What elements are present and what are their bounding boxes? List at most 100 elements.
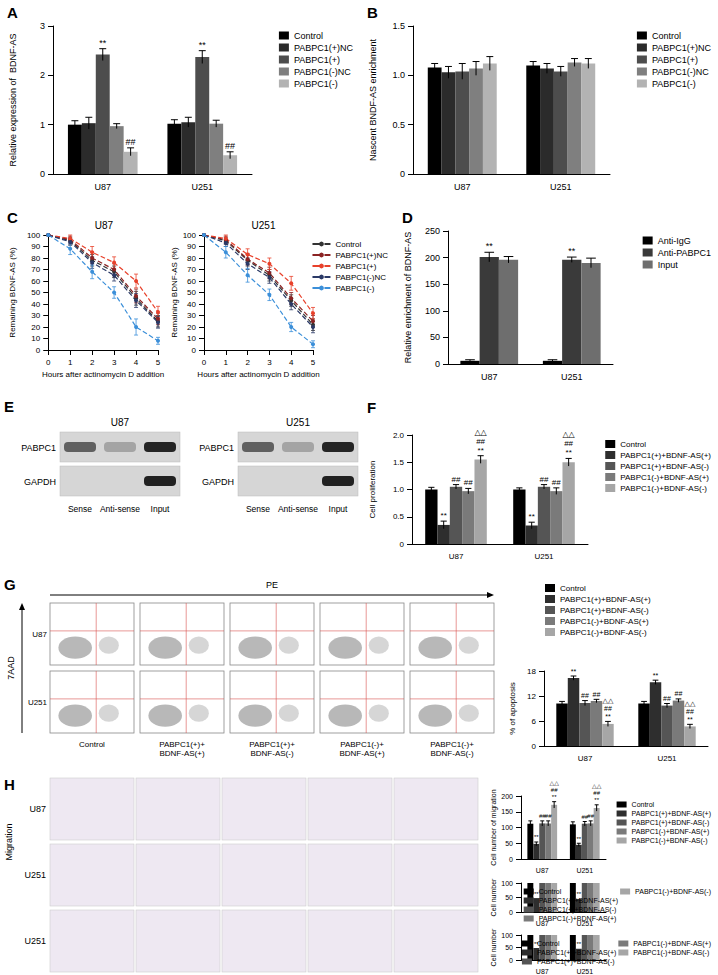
svg-text:PABPC1(+): PABPC1(+)	[652, 55, 698, 65]
svg-text:Cell number: Cell number	[490, 878, 497, 916]
svg-text:PABPC1(-)+BDNF-AS(-): PABPC1(-)+BDNF-AS(-)	[633, 949, 709, 957]
svg-text:PE: PE	[266, 580, 278, 590]
svg-text:30: 30	[31, 311, 40, 320]
svg-text:1: 1	[224, 358, 229, 367]
svg-text:60: 60	[31, 277, 40, 286]
svg-text:B: B	[367, 4, 378, 21]
svg-text:PABPC1(+)+BDNF-AS(-): PABPC1(+)+BDNF-AS(-)	[632, 819, 710, 827]
svg-text:0: 0	[509, 957, 513, 964]
svg-text:0.5: 0.5	[393, 512, 405, 521]
svg-text:U251: U251	[286, 417, 310, 428]
svg-text:Control: Control	[620, 440, 646, 449]
svg-text:**: **	[594, 797, 599, 803]
svg-text:50: 50	[31, 288, 40, 297]
svg-text:U87: U87	[536, 867, 549, 874]
svg-text:##: ##	[225, 141, 235, 151]
svg-text:##: ##	[587, 813, 594, 819]
svg-text:PABPC1(-)+BDNF-AS(-): PABPC1(-)+BDNF-AS(-)	[635, 888, 711, 896]
svg-text:##: ##	[663, 695, 671, 702]
svg-text:0: 0	[46, 358, 51, 367]
svg-text:200: 200	[501, 793, 513, 800]
svg-text:△△: △△	[474, 428, 487, 437]
svg-text:**: **	[99, 38, 107, 48]
svg-text:**: **	[576, 891, 581, 897]
svg-text:PABPC1(-)+BDNF-AS(+): PABPC1(-)+BDNF-AS(+)	[560, 617, 649, 626]
svg-text:0.5: 0.5	[392, 120, 405, 130]
svg-text:F: F	[367, 399, 376, 416]
svg-text:##: ##	[581, 692, 589, 699]
svg-text:Input: Input	[658, 260, 679, 270]
svg-text:Control: Control	[294, 31, 323, 41]
svg-text:100: 100	[27, 231, 41, 240]
svg-text:10: 10	[31, 334, 40, 343]
svg-text:Sense: Sense	[246, 504, 270, 514]
svg-text:**: **	[441, 511, 447, 520]
svg-text:##: ##	[686, 708, 694, 715]
svg-text:**: **	[576, 941, 581, 947]
svg-text:##: ##	[476, 437, 485, 446]
svg-text:70: 70	[187, 265, 196, 274]
svg-text:PABPC1(-)+BDNF-AS(+): PABPC1(-)+BDNF-AS(+)	[539, 915, 617, 923]
svg-text:PABPC1(+)+BDNF-AS(-): PABPC1(+)+BDNF-AS(-)	[539, 906, 617, 914]
svg-text:**: **	[687, 716, 693, 723]
svg-text:12: 12	[527, 692, 536, 701]
svg-text:90: 90	[31, 242, 40, 251]
svg-text:△△: △△	[603, 697, 614, 704]
svg-text:GAPDH: GAPDH	[202, 477, 234, 487]
svg-text:**: **	[653, 672, 659, 679]
svg-text:Control: Control	[335, 240, 361, 249]
svg-text:3: 3	[112, 358, 117, 367]
svg-text:70: 70	[31, 265, 40, 274]
svg-text:7AAD: 7AAD	[6, 656, 16, 680]
svg-text:PABPC1(-)+BDNF-AS(-): PABPC1(-)+BDNF-AS(-)	[430, 740, 474, 758]
svg-text:##: ##	[593, 691, 601, 698]
svg-text:##: ##	[564, 439, 573, 448]
svg-text:**: **	[576, 836, 581, 842]
svg-text:PABPC1(+)+BDNF-AS(+): PABPC1(+)+BDNF-AS(+)	[159, 740, 205, 758]
svg-text:U251: U251	[534, 552, 554, 561]
svg-text:Anti-IgG: Anti-IgG	[658, 236, 691, 246]
svg-text:18: 18	[527, 667, 536, 676]
svg-text:4: 4	[289, 358, 294, 367]
svg-text:Hours after actinomycin D addi: Hours after actinomycin D addition	[197, 370, 319, 379]
svg-text:GAPDH: GAPDH	[24, 477, 56, 487]
svg-text:**: **	[534, 941, 539, 947]
svg-text:Migration: Migration	[4, 823, 14, 860]
svg-text:U87: U87	[449, 552, 464, 561]
svg-text:C: C	[7, 209, 18, 226]
svg-text:PABPC1(-): PABPC1(-)	[335, 284, 374, 293]
svg-text:Remaining BDNF-AS (%): Remaining BDNF-AS (%)	[170, 247, 179, 338]
svg-text:##: ##	[593, 790, 600, 796]
svg-text:PABPC1(-)+BDNF-AS(+): PABPC1(-)+BDNF-AS(+)	[620, 473, 709, 482]
svg-text:1: 1	[68, 358, 73, 367]
svg-text:##: ##	[540, 475, 549, 484]
svg-text:##: ##	[545, 813, 552, 819]
svg-text:2: 2	[245, 358, 250, 367]
svg-text:0: 0	[400, 169, 405, 179]
svg-text:##: ##	[464, 478, 473, 487]
svg-text:U251: U251	[550, 182, 572, 192]
svg-text:U87: U87	[454, 182, 471, 192]
svg-text:PABPC1(+): PABPC1(+)	[294, 55, 340, 65]
svg-text:80: 80	[31, 254, 40, 263]
svg-text:△△: △△	[685, 700, 696, 707]
svg-text:**: **	[552, 794, 557, 800]
svg-text:0: 0	[509, 856, 513, 863]
svg-text:0: 0	[435, 359, 440, 369]
svg-text:% of apoptosis: % of apoptosis	[508, 682, 517, 734]
svg-text:40: 40	[31, 300, 40, 309]
svg-text:4: 4	[134, 358, 139, 367]
svg-text:1.0: 1.0	[393, 485, 405, 494]
svg-text:Control: Control	[652, 31, 681, 41]
svg-text:D: D	[402, 209, 413, 226]
svg-text:U251: U251	[576, 968, 593, 975]
svg-text:PABPC1(+): PABPC1(+)	[335, 262, 376, 271]
svg-text:U251: U251	[24, 870, 46, 880]
svg-text:##: ##	[551, 787, 558, 793]
svg-text:**: **	[605, 713, 611, 720]
svg-text:##: ##	[126, 137, 136, 147]
svg-text:90: 90	[187, 242, 196, 251]
svg-text:20: 20	[31, 323, 40, 332]
svg-text:U87: U87	[29, 804, 46, 814]
svg-text:0: 0	[400, 540, 405, 549]
